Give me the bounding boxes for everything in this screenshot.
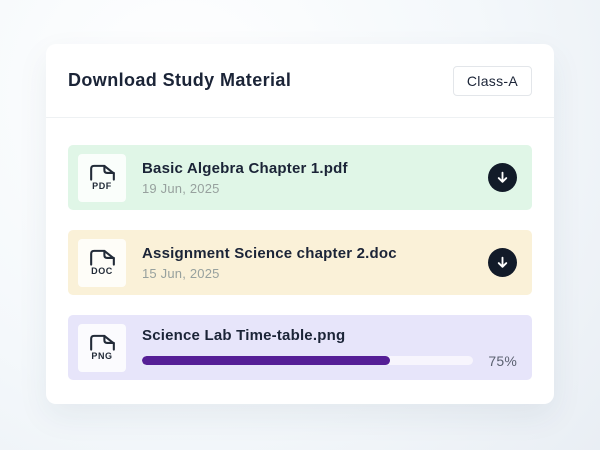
download-button[interactable] [488, 163, 517, 192]
file-row-pdf[interactable]: PDF Basic Algebra Chapter 1.pdf 19 Jun, … [68, 145, 532, 210]
png-file-icon [89, 334, 115, 351]
file-icon-box: DOC [78, 238, 126, 287]
download-button[interactable] [488, 248, 517, 277]
progress-percent-label: 75% [488, 352, 517, 369]
card-header: Download Study Material Class-A [46, 44, 554, 118]
file-name: Assignment Science chapter 2.doc [142, 244, 397, 262]
file-list: PDF Basic Algebra Chapter 1.pdf 19 Jun, … [46, 118, 554, 403]
file-info: Basic Algebra Chapter 1.pdf 19 Jun, 2025 [142, 160, 488, 196]
progress-fill [142, 356, 391, 365]
file-info: Assignment Science chapter 2.doc 15 Jun,… [142, 245, 488, 281]
file-name: Basic Algebra Chapter 1.pdf [142, 159, 348, 177]
file-icon-box: PDF [78, 153, 126, 202]
file-icon-box: PNG [78, 323, 126, 372]
file-row-doc[interactable]: DOC Assignment Science chapter 2.doc 15 … [68, 230, 532, 295]
class-filter-button[interactable]: Class-A [452, 65, 532, 96]
file-name: Science Lab Time-table.png [142, 326, 346, 344]
file-type-label: PDF [92, 181, 112, 191]
doc-file-icon [89, 249, 115, 266]
progress-track [142, 356, 473, 365]
page-title: Download Study Material [68, 70, 292, 90]
file-date: 19 Jun, 2025 [142, 180, 220, 196]
file-type-label: PNG [91, 351, 113, 361]
download-progress: 75% [142, 353, 517, 369]
file-info: Science Lab Time-table.png 75% [142, 327, 517, 369]
download-icon [497, 171, 508, 183]
file-date: 15 Jun, 2025 [142, 265, 220, 281]
download-study-material-card: Download Study Material Class-A PDF Basi… [46, 44, 554, 404]
file-type-label: DOC [91, 266, 113, 276]
download-icon [497, 256, 508, 268]
pdf-file-icon [89, 164, 115, 181]
file-row-png[interactable]: PNG Science Lab Time-table.png 75% [68, 315, 532, 380]
